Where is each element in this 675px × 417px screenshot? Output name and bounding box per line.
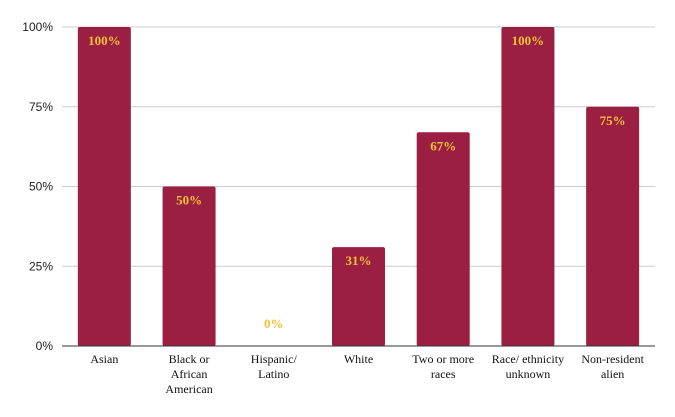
x-tick-label-line: American: [165, 382, 212, 396]
x-tick-label: Two or more races: [412, 352, 474, 381]
data-label: 31%: [346, 253, 372, 268]
x-tick-label-line: African: [171, 367, 208, 381]
x-axis-ticks: Asian Black or African American Hispanic/Lat…: [90, 352, 644, 396]
bars: [77, 27, 640, 346]
x-tick-label: Asian: [90, 352, 118, 366]
y-axis-ticks: 0% 25% 50% 75% 100%: [22, 20, 53, 353]
x-tick-label-line: alien: [601, 367, 624, 381]
x-tick-label-line: Asian: [90, 352, 118, 366]
x-tick-label-line: Black or: [169, 352, 210, 366]
y-tick-label: 75%: [29, 100, 53, 114]
x-tick-label: Hispanic/Latino: [251, 352, 298, 381]
bar: [162, 186, 216, 346]
data-label: 100%: [512, 33, 545, 48]
x-tick-label-line: Hispanic/: [251, 352, 298, 366]
bar: [416, 132, 470, 346]
data-label: 0%: [264, 316, 284, 331]
bar: [77, 27, 131, 346]
x-tick-label-line: White: [344, 352, 373, 366]
x-tick-label: Race/ ethnicity unknown: [492, 352, 564, 381]
x-tick-label: Black or African American: [165, 352, 212, 396]
x-tick-label-line: Latino: [258, 367, 289, 381]
bar: [586, 106, 640, 346]
bar: [501, 27, 555, 346]
data-label: 75%: [600, 113, 626, 128]
data-label: 100%: [88, 33, 121, 48]
y-tick-label: 0%: [36, 339, 54, 353]
y-tick-label: 25%: [29, 259, 53, 273]
y-tick-label: 100%: [22, 20, 53, 34]
data-label: 67%: [430, 138, 456, 153]
x-tick-label-line: unknown: [506, 367, 551, 381]
y-tick-label: 50%: [29, 180, 53, 194]
data-labels: 100% 50% 0% 31% 67% 100% 75%: [88, 33, 626, 331]
x-tick-label-line: Non-resident: [581, 352, 644, 366]
x-tick-label-line: Race/ ethnicity: [492, 352, 564, 366]
x-tick-label-line: Two or more: [412, 352, 474, 366]
x-tick-label: White: [344, 352, 373, 366]
gridlines: [62, 26, 655, 267]
bar: [332, 247, 385, 346]
data-label: 50%: [176, 193, 202, 208]
x-tick-label: Non-resident alien: [581, 352, 644, 381]
x-tick-label-line: races: [431, 367, 456, 381]
